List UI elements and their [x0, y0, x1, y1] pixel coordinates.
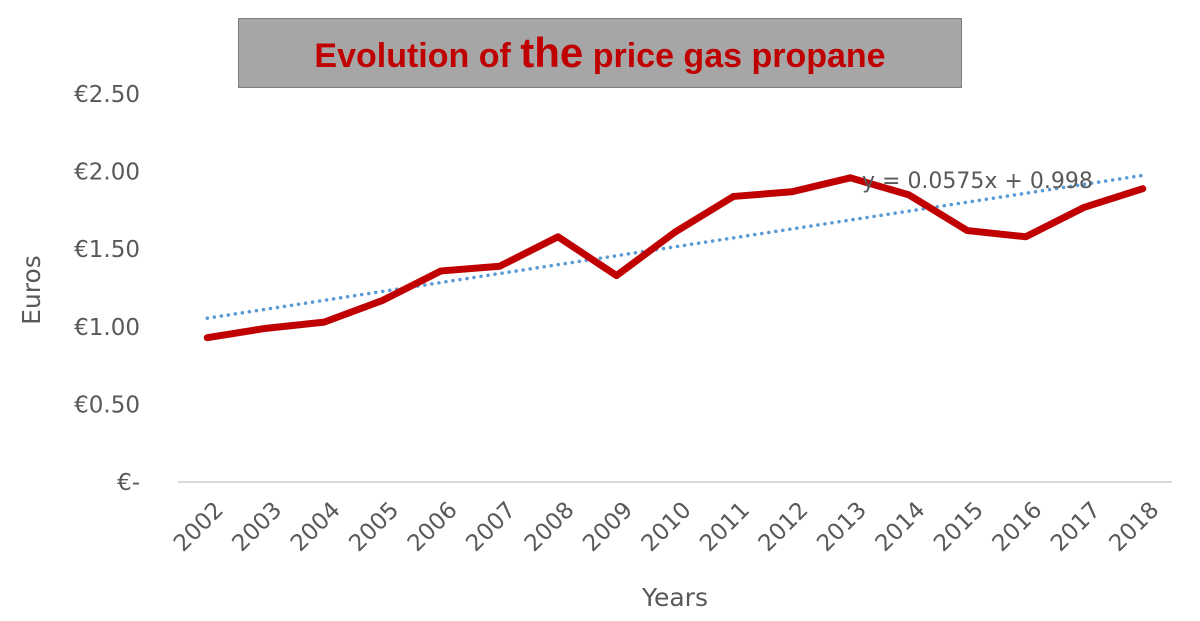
- data-point: [321, 319, 328, 326]
- chart-title-box: Evolution of the price gas propane: [238, 18, 962, 88]
- x-tick-label: 2004: [286, 497, 346, 557]
- data-point: [555, 233, 562, 240]
- data-point: [847, 174, 854, 181]
- x-tick-label: 2013: [812, 497, 872, 557]
- x-axis-ticks: 2002200320042005200620072008200920102011…: [169, 497, 1164, 557]
- x-tick-label: 2003: [227, 497, 287, 557]
- y-axis-ticks: €- €0.50 €1.00 €1.50 €2.00 €2.50: [74, 82, 140, 496]
- chart-title-part-2: price gas propane: [583, 37, 886, 75]
- chart-title: Evolution of the price gas propane: [314, 29, 885, 77]
- y-tick-label: €1.50: [74, 237, 140, 263]
- data-point: [204, 334, 211, 341]
- chart-title-part-1: Evolution of: [314, 37, 521, 75]
- x-tick-label: 2016: [988, 497, 1048, 557]
- data-point: [379, 297, 386, 304]
- data-point: [1139, 185, 1146, 192]
- x-tick-label: 2012: [754, 497, 814, 557]
- series-line: [203, 174, 1147, 342]
- data-point: [1022, 233, 1029, 240]
- data-point: [730, 193, 737, 200]
- y-axis-title: Euros: [17, 255, 46, 325]
- x-tick-label: 2014: [871, 497, 931, 557]
- y-tick-label: €-: [117, 470, 140, 496]
- data-points: [204, 174, 1146, 341]
- x-tick-label: 2011: [695, 497, 755, 557]
- y-tick-label: €0.50: [74, 392, 140, 418]
- y-tick-label: €1.00: [74, 315, 140, 341]
- trendline-equation: y = 0.0575x + 0.998: [862, 169, 1093, 194]
- data-point: [672, 229, 678, 236]
- data-point: [496, 263, 503, 270]
- y-tick-label: €2.50: [74, 82, 140, 108]
- data-point: [262, 325, 269, 332]
- x-tick-label: 2015: [929, 497, 989, 557]
- data-point: [964, 227, 971, 234]
- data-point: [438, 267, 445, 274]
- data-point: [1081, 204, 1088, 211]
- data-point: [613, 272, 620, 279]
- x-tick-label: 2002: [169, 497, 229, 557]
- data-point: [788, 188, 795, 195]
- x-tick-label: 2008: [520, 497, 580, 557]
- data-point: [905, 191, 912, 198]
- chart-title-emphasis: the: [520, 29, 584, 76]
- x-tick-label: 2005: [344, 497, 404, 557]
- y-tick-label: €2.00: [74, 160, 140, 186]
- x-tick-label: 2007: [461, 497, 521, 557]
- x-tick-label: 2006: [403, 497, 463, 557]
- x-tick-label: 2018: [1105, 497, 1165, 557]
- x-axis-title: Years: [641, 583, 708, 612]
- x-tick-label: 2010: [637, 497, 697, 557]
- x-tick-label: 2017: [1046, 497, 1106, 557]
- trendline: [205, 173, 1145, 320]
- x-tick-label: 2009: [578, 497, 638, 557]
